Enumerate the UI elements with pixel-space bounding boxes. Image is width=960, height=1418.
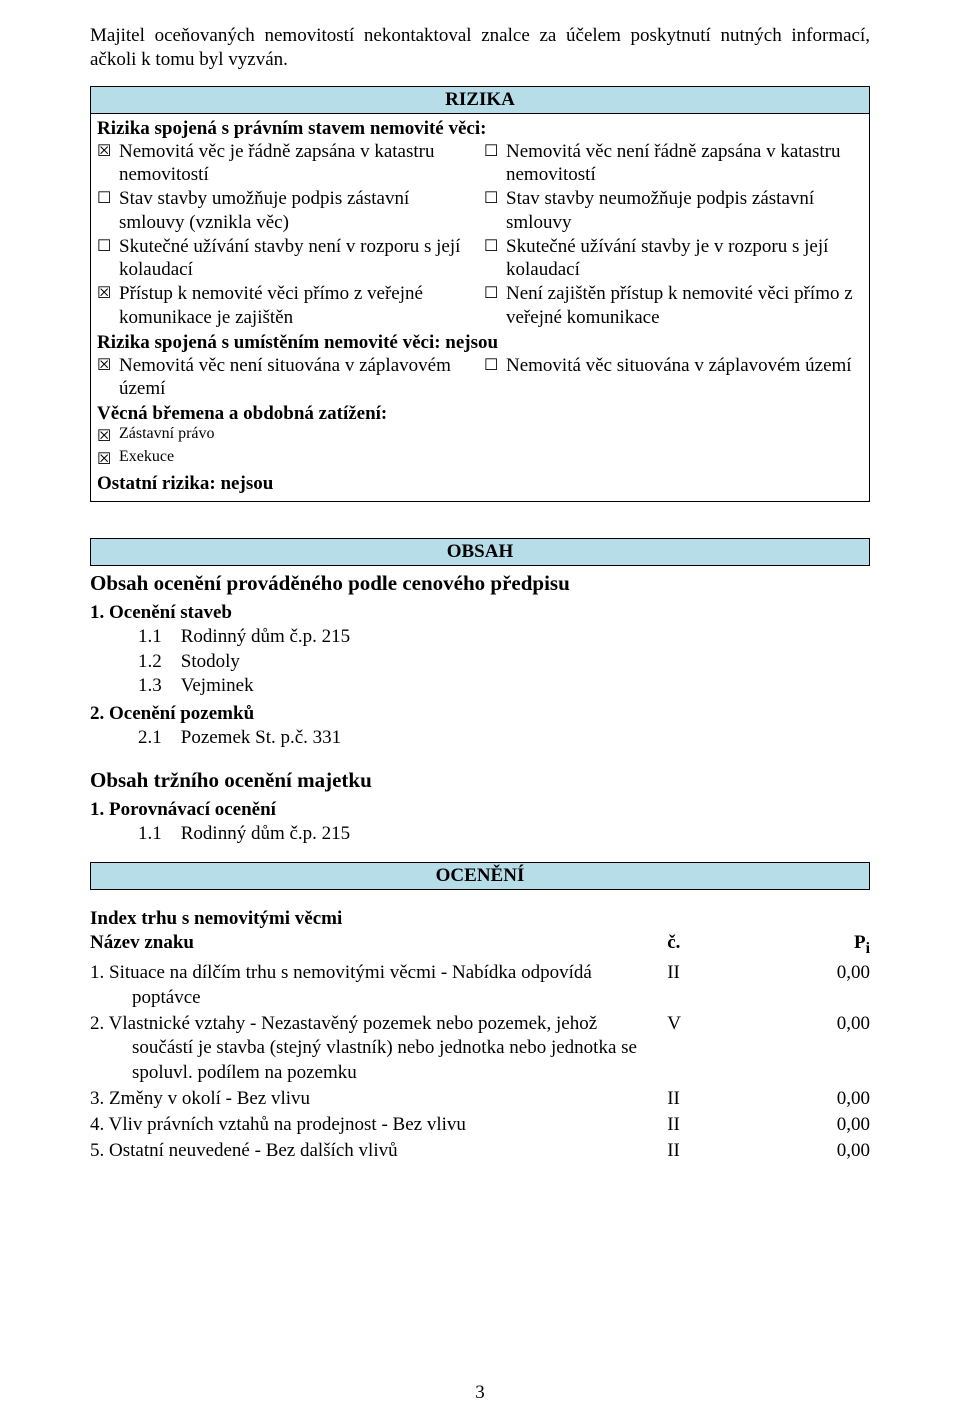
checkbox-icon	[484, 140, 506, 163]
table-row: 4. Vliv právních vztahů na prodejnost - …	[90, 1112, 870, 1138]
rizika-sec1-heading: Rizika spojená s právním stavem nemovité…	[97, 118, 863, 140]
rizika-item: Zástavní právo	[119, 425, 863, 443]
rizika-item: Nemovitá věc je řádně zapsána v katastru…	[119, 140, 476, 188]
rizika-item: Skutečné užívání stavby je v rozporu s j…	[506, 235, 863, 283]
obsah-group-3: 1. Porovnávací ocenění	[90, 798, 870, 822]
rizika-sec4-heading: Ostatní rizika: nejsou	[97, 473, 863, 495]
rizika-item: Nemovitá věc není řádně zapsána v katast…	[506, 140, 863, 188]
checkbox-icon	[97, 282, 119, 305]
checkbox-icon	[484, 354, 506, 377]
idx-head-c1: č.	[667, 930, 745, 960]
table-row: 2. Vlastnické vztahy - Nezastavěný pozem…	[90, 1011, 870, 1086]
rizika-sec2-heading: Rizika spojená s umístěním nemovité věci…	[97, 332, 863, 354]
rizika-item: Skutečné užívání stavby není v rozporu s…	[119, 235, 476, 283]
checkbox-icon	[97, 354, 119, 377]
obsah-title: OBSAH	[90, 538, 870, 566]
rizika-item: Exekuce	[119, 448, 863, 466]
rizika-item: Stav stavby neumožňuje podpis zástavní s…	[506, 187, 863, 235]
intro-paragraph: Majitel oceňovaných nemovitostí nekontak…	[90, 24, 870, 72]
obsah-main-heading-1: Obsah ocenění prováděného podle cenového…	[90, 570, 870, 597]
rizika-item: Přístup k nemovité věci přímo z veřejné …	[119, 282, 476, 330]
checkbox-icon	[97, 235, 119, 258]
obsah-item: 1.1 Rodinný dům č.p. 215	[138, 822, 870, 846]
table-row: 3. Změny v okolí - Bez vlivu II 0,00	[90, 1086, 870, 1112]
rizika-title: RIZIKA	[91, 87, 869, 114]
checkbox-icon	[484, 187, 506, 210]
rizika-item: Stav stavby umožňuje podpis zástavní sml…	[119, 187, 476, 235]
table-row: 1. Situace na dílčím trhu s nemovitými v…	[90, 960, 870, 1011]
page-number: 3	[0, 1382, 960, 1404]
oceneni-title: OCENĚNÍ	[90, 862, 870, 890]
obsah-item: 1.2 Stodoly	[138, 650, 870, 674]
obsah-group-1: 1. Ocenění staveb	[90, 601, 870, 625]
checkbox-icon	[484, 282, 506, 305]
checkbox-icon	[97, 187, 119, 210]
rizika-item: Nemovitá věc situována v záplavovém územ…	[506, 354, 863, 378]
checkbox-icon	[484, 235, 506, 258]
obsah-main-heading-2: Obsah tržního ocenění majetku	[90, 767, 870, 794]
obsah-group-2: 2. Ocenění pozemků	[90, 702, 870, 726]
rizika-sec3-heading: Věcná břemena a obdobná zatížení:	[97, 403, 863, 425]
obsah-item: 1.1 Rodinný dům č.p. 215	[138, 625, 870, 649]
oceneni-subtitle: Index trhu s nemovitými věcmi	[90, 908, 870, 930]
table-row: 5. Ostatní neuvedené - Bez dalších vlivů…	[90, 1138, 870, 1164]
obsah-item: 2.1 Pozemek St. p.č. 331	[138, 726, 870, 750]
checkbox-icon	[97, 425, 119, 448]
rizika-box: RIZIKA Rizika spojená s právním stavem n…	[90, 86, 870, 503]
rizika-item: Nemovitá věc není situována v záplavovém…	[119, 354, 476, 402]
checkbox-icon	[97, 140, 119, 163]
obsah-item: 1.3 Vejminek	[138, 674, 870, 698]
idx-head-name: Název znaku	[90, 930, 667, 960]
index-table: Název znaku č. Pi 1. Situace na dílčím t…	[90, 930, 870, 1165]
checkbox-icon	[97, 448, 119, 471]
idx-head-c2: Pi	[745, 930, 870, 960]
rizika-item: Není zajištěn přístup k nemovité věci př…	[506, 282, 863, 330]
